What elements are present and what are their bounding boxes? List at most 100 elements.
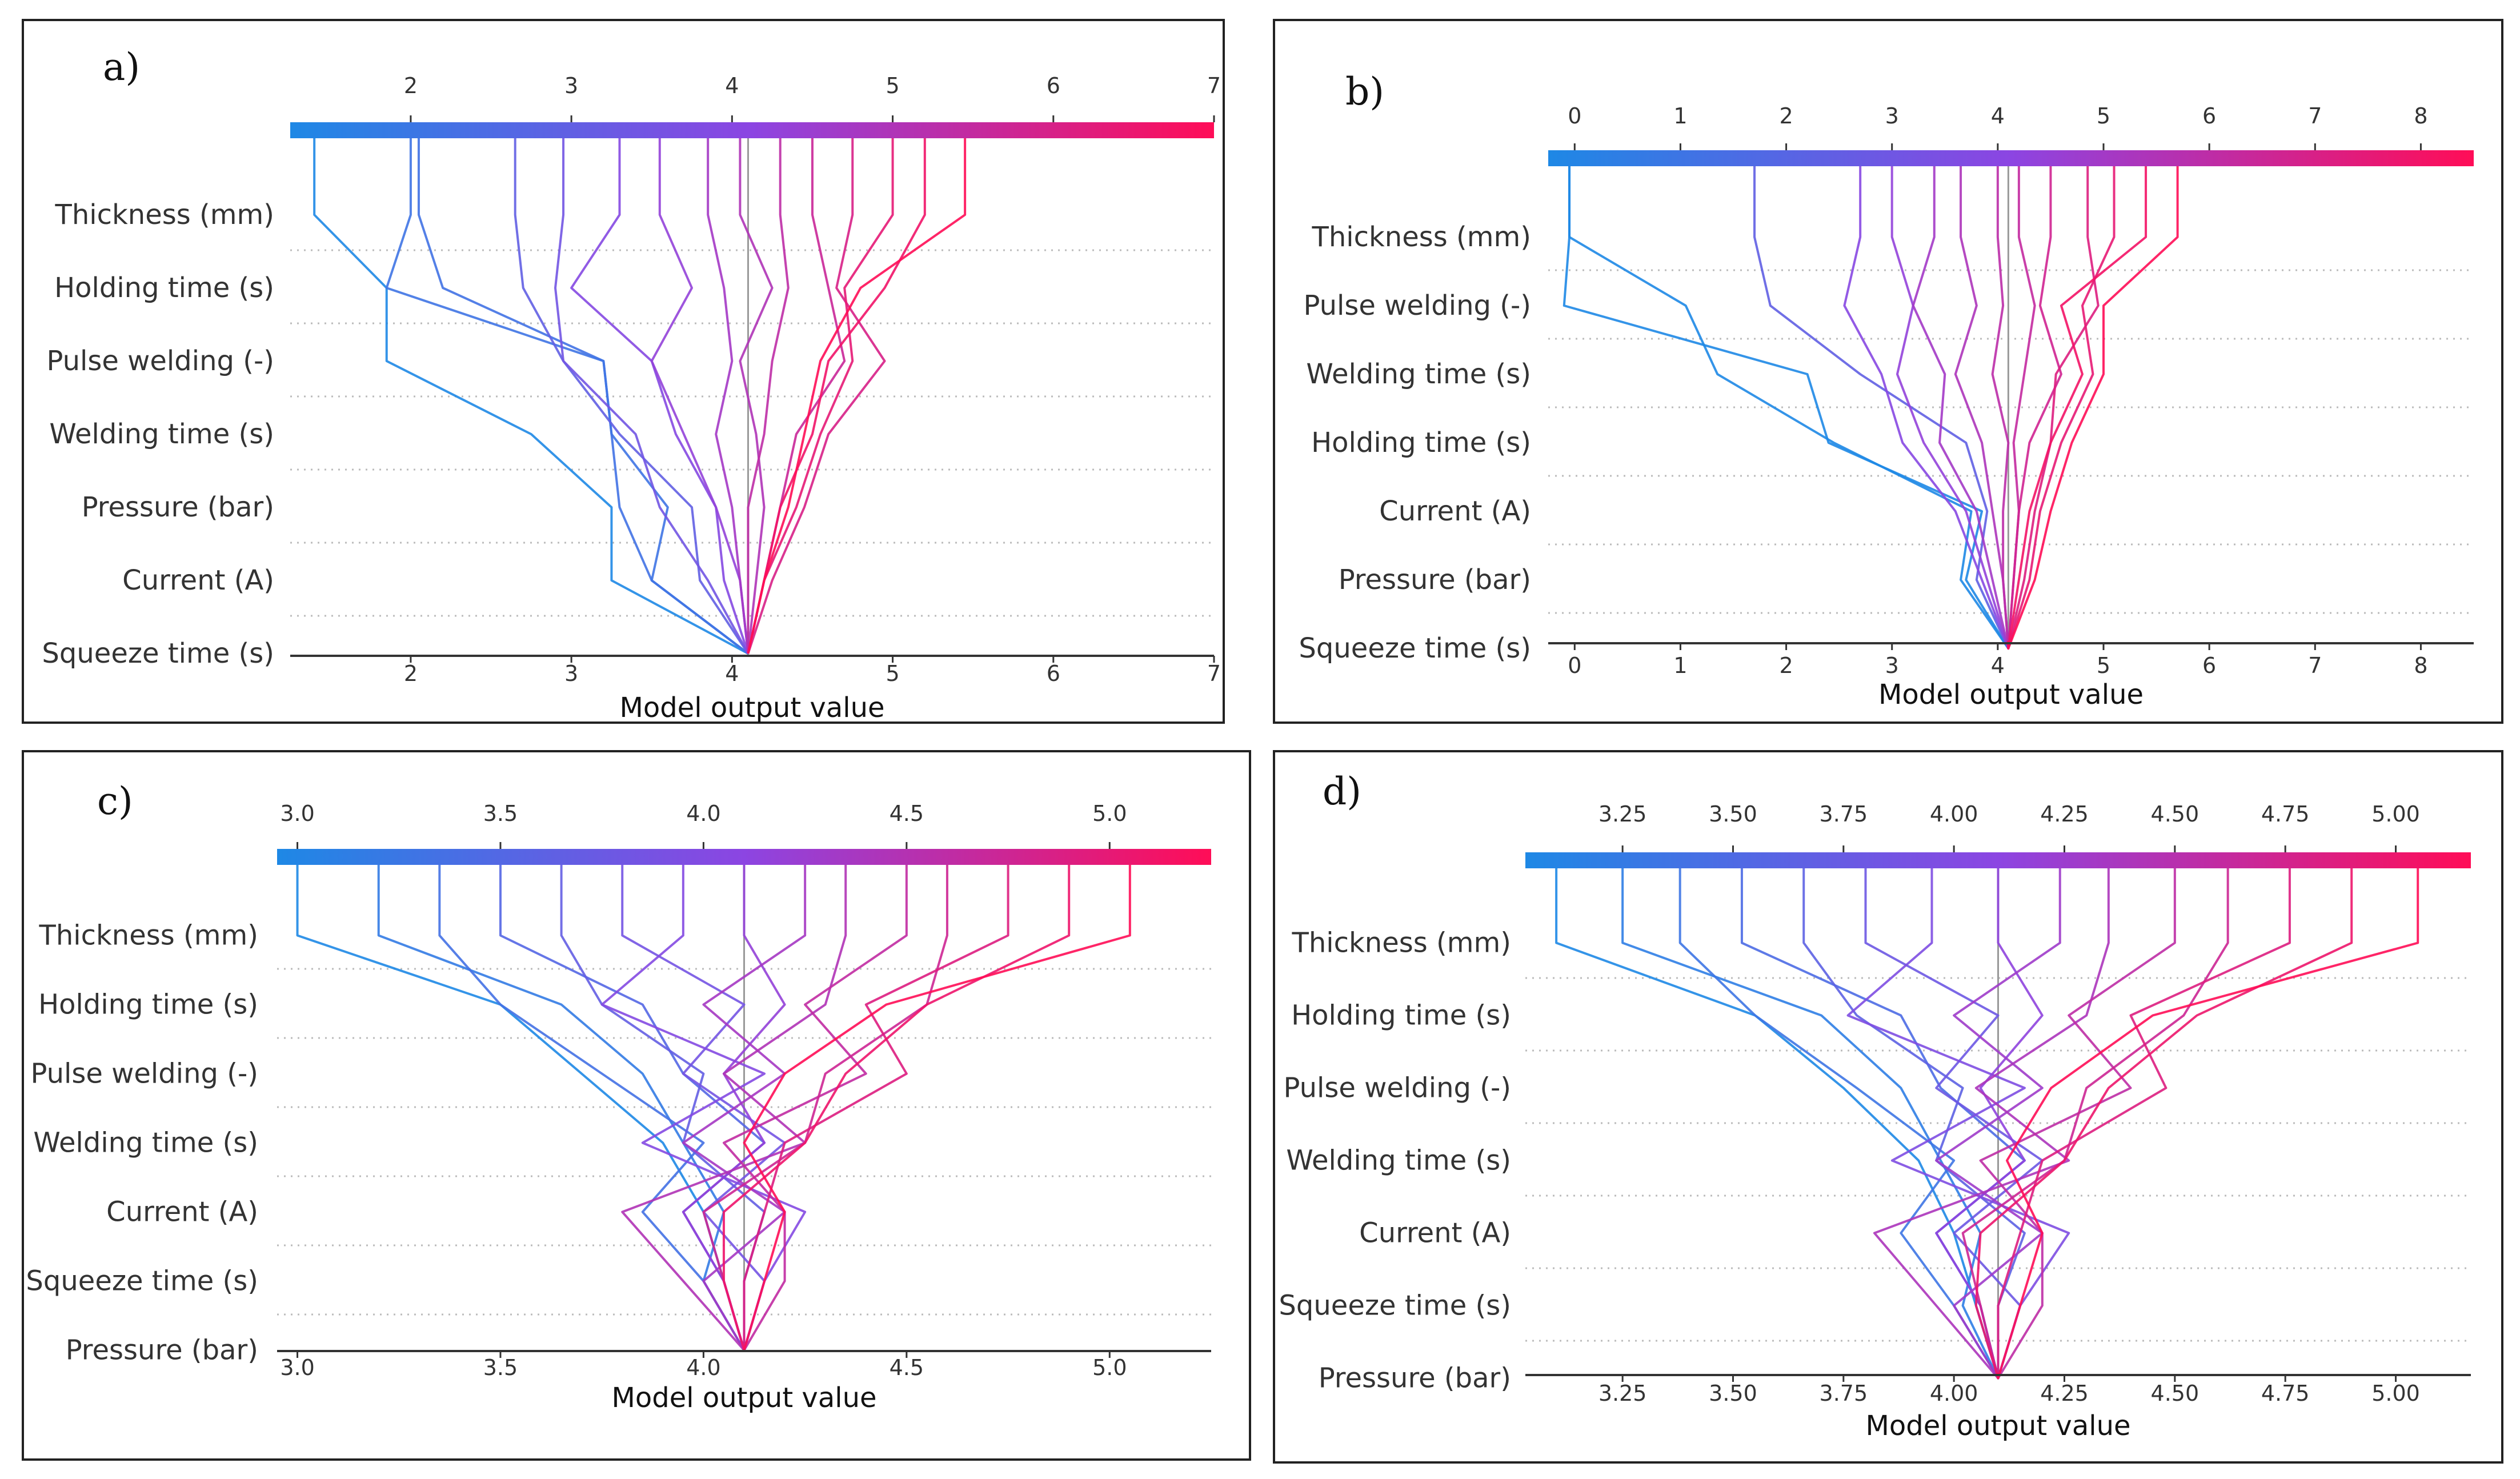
panel-letter: b)	[1345, 70, 1384, 114]
feature-label: Pulse welding (-)	[1303, 290, 1531, 322]
feature-label: Pressure (bar)	[66, 1334, 258, 1366]
decision-line	[650, 130, 750, 654]
feature-label: Thickness (mm)	[1312, 221, 1531, 253]
decision-line	[2007, 158, 2116, 650]
panel-letter: c)	[97, 779, 133, 823]
bottom-tick-label: 2	[404, 661, 418, 686]
decision-line	[621, 857, 847, 1352]
decision-line	[747, 130, 967, 654]
bottom-tick-label: 6	[1047, 661, 1060, 686]
decision-line	[739, 130, 774, 654]
panel-frame	[22, 750, 1251, 1461]
decision-line	[707, 130, 750, 654]
bottom-tick-label: 8	[2414, 653, 2427, 678]
feature-label: Pressure (bar)	[1339, 564, 1531, 596]
bottom-tick-label: 3.25	[1598, 1381, 1647, 1406]
decision-line	[1753, 158, 2010, 650]
bottom-tick-label: 1	[1673, 653, 1687, 678]
decision-line	[1974, 860, 2353, 1380]
decision-line	[1843, 158, 2010, 650]
top-tick-label: 5.00	[2371, 801, 2420, 827]
feature-label: Holding time (s)	[54, 272, 274, 304]
top-tick-label: 3.5	[483, 801, 518, 826]
decision-line	[1890, 158, 2010, 650]
top-tick-label: 2	[1779, 103, 1793, 129]
decision-line	[1912, 158, 2010, 650]
color-bar	[277, 849, 1211, 865]
bottom-tick-label: 4.5	[890, 1355, 924, 1380]
top-tick-label: 7	[2308, 103, 2322, 129]
top-tick-label: 1	[1673, 103, 1687, 129]
feature-label: Holding time (s)	[1311, 427, 1531, 459]
decision-line	[722, 857, 908, 1352]
top-tick-label: 4	[1991, 103, 2005, 129]
bottom-tick-label: 5.00	[2371, 1381, 2420, 1406]
panel-letter: d)	[1323, 769, 1361, 813]
decision-line	[743, 857, 1009, 1352]
decision-line	[747, 130, 846, 654]
decision-line	[2007, 158, 2100, 650]
panel-frame	[1273, 750, 2503, 1464]
decision-line	[1802, 860, 2026, 1380]
feature-label: Welding time (s)	[49, 418, 274, 450]
bottom-tick-label: 3	[1885, 653, 1899, 678]
x-axis-title: Model output value	[1878, 679, 2144, 711]
bottom-tick-label: 7	[2308, 653, 2322, 678]
bottom-tick-label: 5.0	[1092, 1355, 1127, 1380]
feature-label: Squeeze time (s)	[1299, 632, 1531, 664]
bottom-tick-label: 6	[2202, 653, 2216, 678]
panel-c: c) Thickness (mm) Holding time (s) Pulse we…	[22, 750, 1251, 1461]
decision-line	[722, 857, 1071, 1352]
top-tick-label: 5	[886, 73, 899, 98]
bottom-tick-label: 2	[1779, 653, 1793, 678]
bottom-tick-label: 4	[725, 661, 739, 686]
top-tick-label: 4.50	[2151, 801, 2200, 827]
feature-label: Current (A)	[1359, 1217, 1511, 1249]
bottom-tick-label: 4.25	[2040, 1381, 2089, 1406]
color-bar	[1525, 852, 2471, 868]
top-tick-label: 5	[2097, 103, 2110, 129]
bottom-tick-label: 4	[1991, 653, 2005, 678]
decision-line	[1621, 860, 2000, 1380]
feature-label: Thickness (mm)	[55, 199, 274, 231]
feature-label: Current (A)	[1379, 495, 1531, 527]
decision-line	[1997, 860, 2291, 1380]
decision-line	[570, 130, 750, 654]
bottom-tick-label: 7	[1207, 661, 1221, 686]
feature-label: Welding time (s)	[33, 1127, 258, 1159]
color-bar	[1548, 150, 2474, 166]
decision-line	[747, 130, 926, 654]
x-axis-title: Model output value	[611, 1382, 876, 1414]
bottom-tick-label: 5	[2097, 653, 2110, 678]
decision-line	[1568, 158, 2010, 650]
feature-label: Current (A)	[122, 564, 274, 596]
bottom-tick-label: 3	[564, 661, 578, 686]
bottom-tick-label: 3.0	[280, 1355, 314, 1380]
panel-a: a) Thickness (mm) Holding time (s) Pulse we…	[22, 19, 1225, 724]
decision-line	[1563, 158, 2010, 650]
bottom-tick-label: 3.50	[1709, 1381, 1757, 1406]
decision-line	[600, 857, 807, 1352]
top-tick-label: 5.0	[1092, 801, 1127, 826]
decision-line	[1873, 860, 2110, 1380]
decision-line	[1935, 860, 2061, 1380]
top-tick-label: 3.0	[280, 801, 314, 826]
top-tick-label: 4.00	[1930, 801, 1978, 827]
top-tick-label: 0	[1568, 103, 1581, 129]
panel-frame	[22, 19, 1225, 724]
decision-line	[296, 857, 746, 1352]
feature-label: Squeeze time (s)	[26, 1265, 258, 1297]
bottom-tick-label: 4.50	[2151, 1381, 2200, 1406]
decision-line	[554, 130, 750, 654]
decision-line	[1954, 158, 2010, 650]
decision-line	[385, 130, 749, 655]
decision-line	[2007, 158, 2148, 650]
decision-line	[560, 857, 766, 1352]
top-tick-label: 4.5	[890, 801, 924, 826]
top-tick-label: 8	[2414, 103, 2427, 129]
color-bar	[290, 122, 1214, 138]
feature-label: Current (A)	[106, 1196, 258, 1228]
bottom-tick-label: 4.0	[686, 1355, 720, 1380]
decision-line	[1991, 158, 2010, 650]
